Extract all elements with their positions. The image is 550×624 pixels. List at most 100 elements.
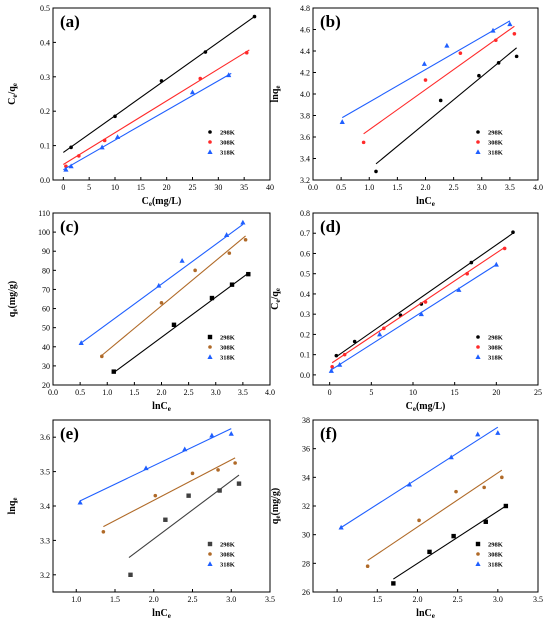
y-tick-label: 70 (42, 285, 50, 294)
data-point (339, 119, 345, 124)
series-318K (63, 72, 232, 172)
data-point (512, 32, 517, 36)
y-tick-label: 0.2 (40, 107, 50, 116)
data-point (159, 79, 164, 83)
series-308K (365, 469, 504, 568)
x-axis-label: lnCe (152, 401, 171, 413)
legend-marker (208, 140, 212, 144)
panel-label: (c) (60, 217, 79, 236)
series-308K (330, 246, 507, 369)
data-point (229, 282, 235, 287)
x-tick-label: 5 (87, 183, 91, 192)
y-tick-label: 34 (302, 473, 310, 482)
data-point (209, 432, 215, 438)
series-298K (111, 271, 251, 374)
fit-line-318K (331, 264, 497, 371)
data-point (217, 488, 222, 493)
y-tick-label: 0.5 (40, 4, 50, 13)
series-298K (374, 47, 519, 174)
series-308K (361, 25, 517, 145)
y-tick-label: 4.4 (300, 47, 310, 56)
data-point (156, 282, 162, 288)
fit-line-298K (336, 232, 514, 358)
data-point (236, 481, 242, 486)
data-point (361, 140, 366, 145)
legend-label: 308K (220, 140, 235, 147)
x-tick-label: 3.5 (265, 595, 275, 604)
data-point (240, 219, 246, 225)
y-tick-label: 3.2 (300, 176, 310, 185)
y-tick-label: 0.1 (300, 351, 310, 360)
data-point (490, 27, 496, 33)
x-tick-label: 0.5 (336, 183, 346, 192)
x-tick-label: 3.5 (505, 183, 515, 192)
series-318K (338, 426, 501, 530)
legend-marker (208, 130, 212, 134)
y-tick-label: 4.6 (300, 26, 310, 35)
legend: 298K 308K 318K (475, 335, 503, 362)
legend-marker (475, 561, 481, 566)
data-point (171, 322, 177, 327)
series-298K (391, 503, 509, 586)
fit-line-308K (367, 469, 503, 561)
y-tick-label: 0.0 (300, 371, 310, 380)
legend-marker (207, 149, 213, 154)
y-tick-label: 0.3 (40, 73, 50, 82)
y-tick-label: 60 (42, 305, 50, 314)
data-point (100, 354, 104, 359)
y-tick-label: 0.2 (300, 330, 310, 339)
data-point (186, 493, 191, 498)
legend-marker (475, 149, 481, 154)
x-tick-label: 1.5 (372, 595, 382, 604)
x-tick-label: 2.5 (449, 183, 459, 192)
data-point (382, 326, 386, 331)
data-point (101, 530, 106, 534)
y-tick-label: 32 (302, 502, 310, 511)
series-318K (339, 20, 513, 124)
x-tick-label: 1.0 (71, 595, 81, 604)
data-point (78, 340, 84, 345)
data-point (438, 98, 443, 103)
data-point (328, 368, 334, 373)
fit-line-308K (331, 246, 505, 364)
legend-marker (476, 130, 480, 134)
y-tick-label: 100 (38, 228, 50, 237)
data-point (159, 301, 164, 305)
y-tick-label: 3.6 (300, 133, 310, 142)
fit-line-298K (393, 505, 507, 580)
legend-marker (475, 541, 481, 547)
plot-frame (52, 7, 271, 181)
data-point (113, 114, 117, 119)
data-point (114, 134, 121, 139)
chart-panel-d: 0 5 10 15 20 25 0.0 0.1 0.2 0.3 0.4 0.5 0.6 0.7 0.8 Ce(… (270, 209, 542, 413)
y-tick-label: 3.8 (300, 112, 310, 121)
data-point (190, 471, 195, 476)
x-tick-label: 1.5 (129, 388, 139, 397)
fit-line-318K (340, 426, 499, 528)
legend-marker (207, 334, 213, 340)
x-tick-label: 15 (137, 183, 145, 192)
panel-label: (f) (320, 424, 337, 443)
plot-frame (52, 419, 271, 593)
data-point (514, 54, 519, 59)
y-tick-label: 4.0 (300, 90, 310, 99)
data-point (494, 38, 498, 43)
legend-label: 308K (488, 552, 503, 559)
data-point (495, 430, 501, 435)
data-point (198, 76, 203, 81)
data-point (423, 300, 428, 304)
x-tick-label: 10 (409, 388, 417, 397)
y-tick-label: 3.3 (40, 536, 50, 545)
x-tick-label: 2.5 (188, 595, 198, 604)
chart-panel-e: 1.0 1.5 2.0 2.5 3.0 3.5 3.2 3.3 3.4 3.5 3.6 lnCe lnq… (7, 419, 275, 620)
x-tick-label: 40 (266, 183, 274, 192)
data-point (68, 163, 74, 169)
x-axis-label: lnCe (416, 196, 435, 208)
data-point (128, 572, 133, 577)
legend: 298K 308K 318K (207, 542, 235, 569)
fit-line-298K (375, 47, 517, 165)
y-tick-label: 0.1 (40, 142, 50, 151)
fit-line-298K (63, 16, 255, 153)
legend: 298K 308K 318K (207, 130, 235, 157)
